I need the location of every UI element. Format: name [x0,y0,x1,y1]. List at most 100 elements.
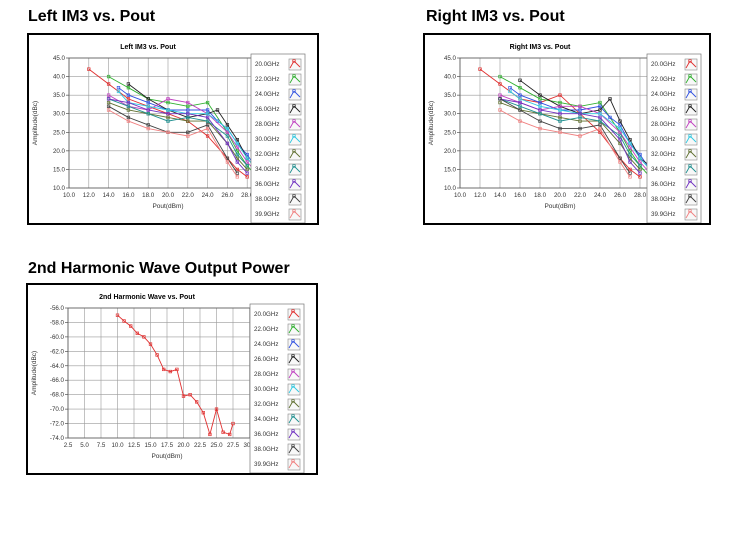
left-im3-heading: Left IM3 vs. Pout [28,8,156,25]
data-point [225,130,230,134]
legend-label: 36.0GHz [254,431,278,438]
data-point [538,108,542,112]
legend-swatch-marker [291,429,295,433]
data-point [518,78,522,82]
y-tick-label: -62.0 [50,348,65,355]
legend-swatch-line [685,180,697,189]
y-tick-label: -68.0 [50,392,65,399]
series-line-22.0GHz [499,76,651,178]
series-line-24.0GHz [509,87,661,178]
data-point [558,126,562,131]
legend-swatch-box [684,103,698,116]
data-point [231,421,235,426]
series-line-32.0GHz [499,102,641,170]
data-point [205,134,210,138]
data-point [228,432,232,437]
legend-swatch-box [287,368,301,381]
data-point [638,175,642,179]
legend-swatch-box [684,208,698,221]
legend-swatch-box [684,193,698,206]
legend-label: 20.0GHz [255,61,279,68]
legend-swatch-marker [688,134,692,138]
data-point [205,123,210,127]
legend-swatch-line [685,165,697,174]
data-point [578,112,582,116]
legend-swatch-line [288,400,300,409]
series-line-20.0GHz [117,314,234,437]
data-point [245,160,249,164]
data-point [498,82,502,86]
data-point [245,175,249,179]
legend-label: 24.0GHz [255,91,279,98]
data-point [148,342,153,346]
data-point [518,104,522,108]
legend-swatch-line [685,195,697,204]
legend-label: 26.0GHz [254,356,278,363]
chart-title: Right IM3 vs. Pout [510,44,571,51]
x-tick-label: 22.5 [194,442,207,449]
legend-swatch-marker [292,119,296,123]
x-tick-label: 16.0 [122,192,135,199]
legend-swatch-box [287,443,301,456]
data-point [518,86,522,90]
data-point [618,130,622,134]
legend-label: 28.0GHz [255,121,279,128]
series-line-36.0GHz [108,98,248,174]
data-point [638,152,642,157]
data-point [106,97,111,101]
data-point [126,86,131,90]
data-point [578,108,582,112]
series-line-38.0GHz [108,105,238,174]
data-point [195,400,199,404]
data-point [638,160,642,164]
data-point [578,126,582,131]
data-point [598,104,602,108]
y-tick-label: 40.0 [53,74,66,81]
data-point [628,145,632,149]
data-point [628,138,632,142]
legend-label: 30.0GHz [255,136,279,143]
legend-label: 34.0GHz [254,416,278,423]
legend-swatch-marker [688,104,692,108]
data-point [122,319,126,323]
y-tick-label: 30.0 [53,111,66,118]
data-point [126,115,131,120]
data-point [628,141,632,146]
legend-swatch-box [287,383,301,396]
data-point [106,82,111,86]
legend-label: 22.0GHz [254,326,278,333]
data-point [106,104,111,108]
data-point [638,167,642,172]
legend-label: 30.0GHz [651,136,675,143]
data-point [618,119,622,123]
data-point [126,82,131,86]
legend-swatch-box [288,193,302,206]
series-line-22.0GHz [108,76,258,178]
data-point [498,74,502,79]
data-point [116,86,121,90]
right-im3-panel: Right IM3 vs. Pout 10.0 12.0 14.0 16.0 18.0 20… [423,33,711,225]
data-point [166,119,170,123]
legend-label: 28.0GHz [254,371,278,378]
data-point [558,108,562,112]
legend-swatch-line [685,90,697,99]
data-point [478,67,482,71]
x-tick-label: 25.0 [210,442,223,449]
legend-label: 30.0GHz [254,386,278,393]
legend-swatch-line [288,370,300,379]
legend-swatch-line [685,60,697,69]
legend-swatch-box [288,118,302,131]
y-tick-label: 35.0 [444,92,457,99]
data-point [235,156,239,160]
data-point [245,167,249,172]
y-tick-label: -70.0 [50,406,65,413]
data-point [618,138,622,142]
legend-swatch-line [288,415,300,424]
x-tick-label: 12.5 [128,442,141,449]
x-tick-label: 20.0 [162,192,175,199]
data-point [225,123,230,127]
data-point [166,108,170,112]
left-im3-chart: Left IM3 vs. Pout 10.0 12.0 14.0 16.0 18.0 20.… [32,44,306,224]
data-point [205,119,210,123]
data-point [221,430,225,434]
